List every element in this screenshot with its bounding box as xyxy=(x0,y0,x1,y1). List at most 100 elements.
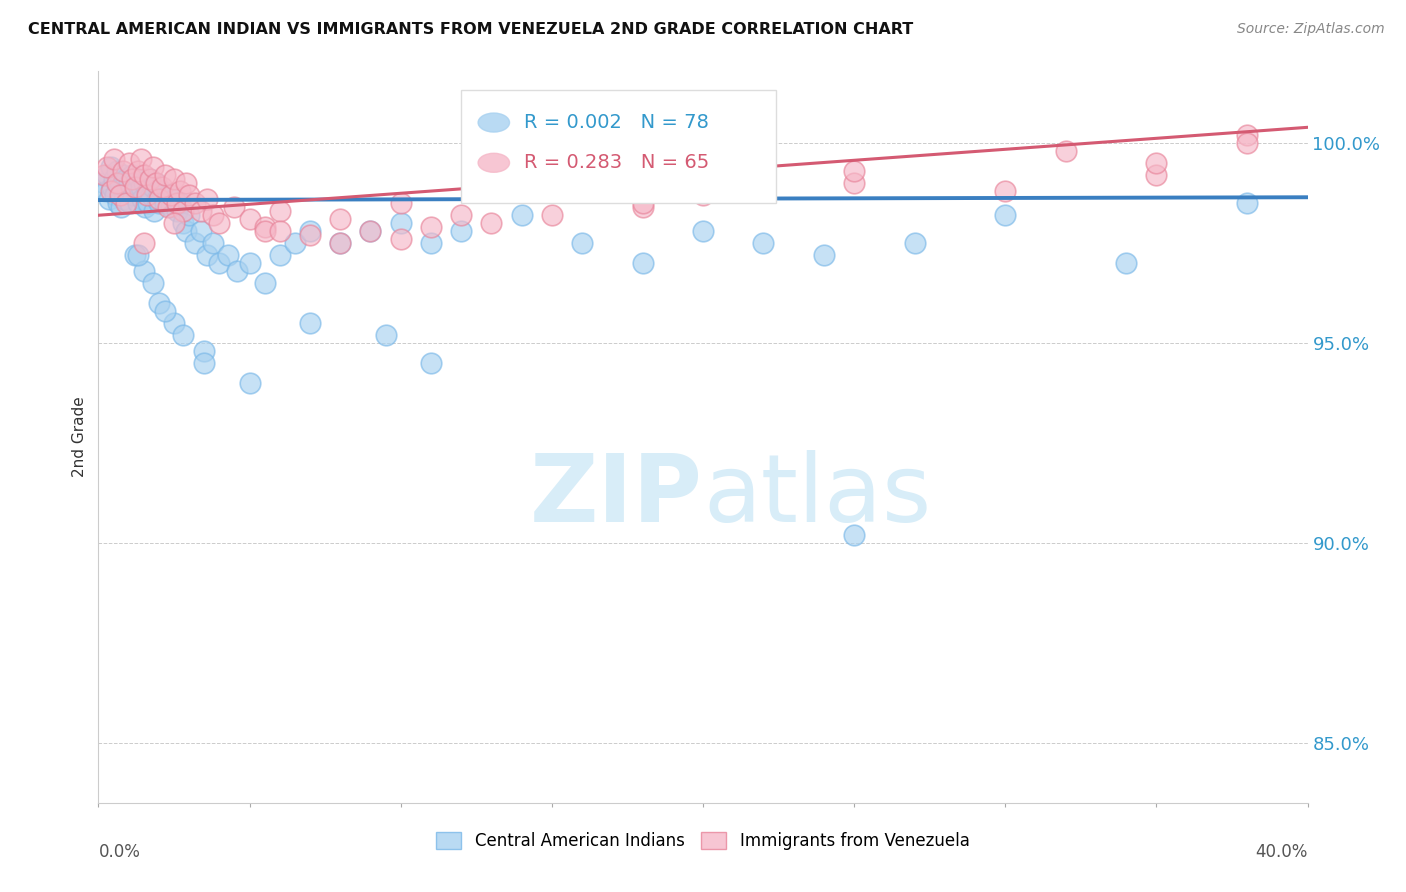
Point xyxy=(110,200,132,214)
Point xyxy=(93,169,115,183)
Point xyxy=(994,208,1017,222)
Point xyxy=(166,196,188,211)
Text: 40.0%: 40.0% xyxy=(1256,843,1308,861)
Point xyxy=(174,176,197,190)
Point xyxy=(329,236,352,251)
Point xyxy=(125,184,148,198)
Point xyxy=(100,184,122,198)
Point xyxy=(150,184,173,198)
Point xyxy=(141,188,163,202)
Point xyxy=(127,248,149,262)
Point xyxy=(104,188,127,202)
Point xyxy=(107,196,129,211)
Point xyxy=(129,180,152,194)
Text: ZIP: ZIP xyxy=(530,450,703,541)
Point xyxy=(96,161,118,175)
Point xyxy=(118,156,141,170)
Point xyxy=(631,200,654,214)
Point xyxy=(132,176,155,190)
Point xyxy=(163,192,186,206)
Point xyxy=(389,196,412,211)
Point xyxy=(571,236,593,251)
Point xyxy=(540,184,562,198)
Point xyxy=(202,208,225,222)
Point xyxy=(172,216,194,230)
Point xyxy=(184,196,207,211)
FancyBboxPatch shape xyxy=(461,90,776,203)
Point xyxy=(134,200,156,214)
Point xyxy=(139,172,162,186)
Point xyxy=(108,176,131,190)
Point xyxy=(135,188,157,202)
Point xyxy=(299,224,322,238)
Point xyxy=(481,216,503,230)
Point xyxy=(1236,128,1258,143)
Point xyxy=(121,172,143,186)
Text: Source: ZipAtlas.com: Source: ZipAtlas.com xyxy=(1237,22,1385,37)
Point xyxy=(128,172,150,186)
Point xyxy=(127,164,149,178)
Point xyxy=(163,216,186,230)
Point xyxy=(190,224,212,238)
Point xyxy=(904,236,927,251)
Point xyxy=(94,184,117,198)
Point xyxy=(122,188,145,202)
Point xyxy=(360,224,382,238)
Point xyxy=(166,204,188,219)
Point xyxy=(131,192,153,206)
Point xyxy=(143,204,166,219)
Point xyxy=(121,169,143,183)
Legend: Central American Indians, Immigrants from Venezuela: Central American Indians, Immigrants fro… xyxy=(430,825,976,856)
Point xyxy=(844,528,866,542)
Point xyxy=(114,196,136,211)
Point xyxy=(692,188,714,202)
Point xyxy=(124,180,146,194)
Point xyxy=(1146,169,1168,183)
Point xyxy=(692,176,714,190)
Point xyxy=(208,256,231,270)
Point xyxy=(389,232,412,246)
Point xyxy=(118,176,141,190)
Point xyxy=(253,276,276,290)
Point xyxy=(844,164,866,178)
Point xyxy=(153,169,176,183)
Point xyxy=(163,172,186,186)
Point xyxy=(193,356,215,370)
Point xyxy=(93,176,115,190)
Point xyxy=(420,220,443,235)
Point xyxy=(299,316,322,330)
Point xyxy=(195,248,218,262)
Point xyxy=(195,192,218,206)
Point xyxy=(105,176,128,190)
Point xyxy=(169,184,191,198)
Point xyxy=(112,192,135,206)
Point xyxy=(145,176,167,190)
Point xyxy=(360,224,382,238)
Point xyxy=(142,276,165,290)
Point xyxy=(146,192,169,206)
Point xyxy=(389,216,412,230)
Point xyxy=(145,176,167,190)
Point xyxy=(450,208,472,222)
Point xyxy=(127,196,149,211)
Point xyxy=(105,164,128,178)
Point xyxy=(136,196,159,211)
Point xyxy=(135,184,157,198)
Point xyxy=(631,256,654,270)
Point xyxy=(329,212,352,227)
Point xyxy=(269,224,291,238)
Point xyxy=(160,200,183,214)
Point xyxy=(631,196,654,211)
Point xyxy=(253,224,276,238)
Point xyxy=(124,248,146,262)
Point xyxy=(132,236,155,251)
Point xyxy=(202,236,225,251)
Point xyxy=(1236,196,1258,211)
Point xyxy=(540,208,562,222)
Point xyxy=(269,248,291,262)
Point xyxy=(114,172,136,186)
Point xyxy=(148,192,170,206)
Point xyxy=(108,188,131,202)
Point xyxy=(284,236,307,251)
Circle shape xyxy=(478,153,509,172)
